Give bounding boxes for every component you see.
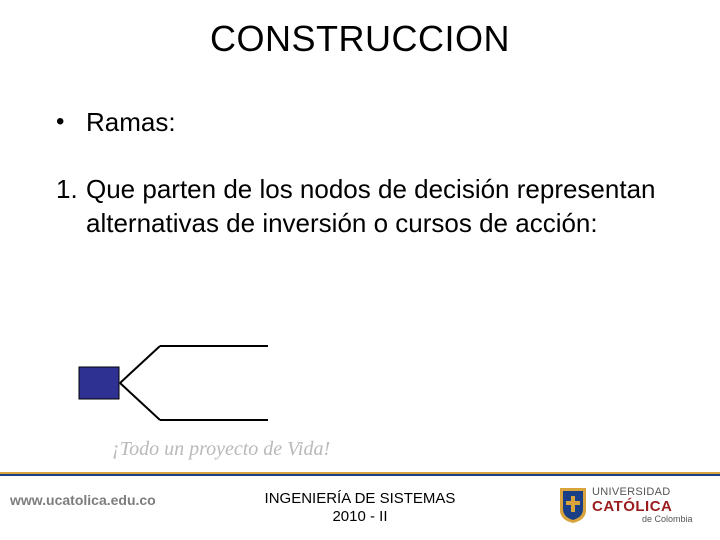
branch-line-upper-diag bbox=[120, 346, 160, 383]
logo-text-brand: CATÓLICA bbox=[592, 498, 672, 515]
logo-text-main: UNIVERSIDAD bbox=[592, 486, 670, 498]
number-marker: 1. bbox=[56, 172, 86, 206]
decision-node-icon bbox=[78, 366, 120, 400]
bullet-text: Ramas: bbox=[86, 108, 176, 136]
numbered-item: 1. Que parten de los nodos de decisión r… bbox=[56, 172, 664, 240]
logo-text-sub: de Colombia bbox=[642, 514, 693, 524]
slide-title: CONSTRUCCION bbox=[0, 0, 720, 60]
content-area: • Ramas: 1. Que parten de los nodos de d… bbox=[0, 60, 720, 240]
tagline-text: ¡Todo un proyecto de Vida! bbox=[112, 438, 330, 461]
university-logo: UNIVERSIDAD CATÓLICA de Colombia bbox=[558, 484, 708, 532]
decision-tree-diagram bbox=[78, 338, 298, 428]
separator-line bbox=[0, 472, 720, 476]
shield-icon bbox=[558, 486, 588, 524]
bullet-marker: • bbox=[56, 108, 86, 136]
branch-line-lower-diag bbox=[120, 383, 160, 420]
bullet-item: • Ramas: bbox=[56, 108, 664, 136]
numbered-text: Que parten de los nodos de decisión repr… bbox=[86, 172, 664, 240]
